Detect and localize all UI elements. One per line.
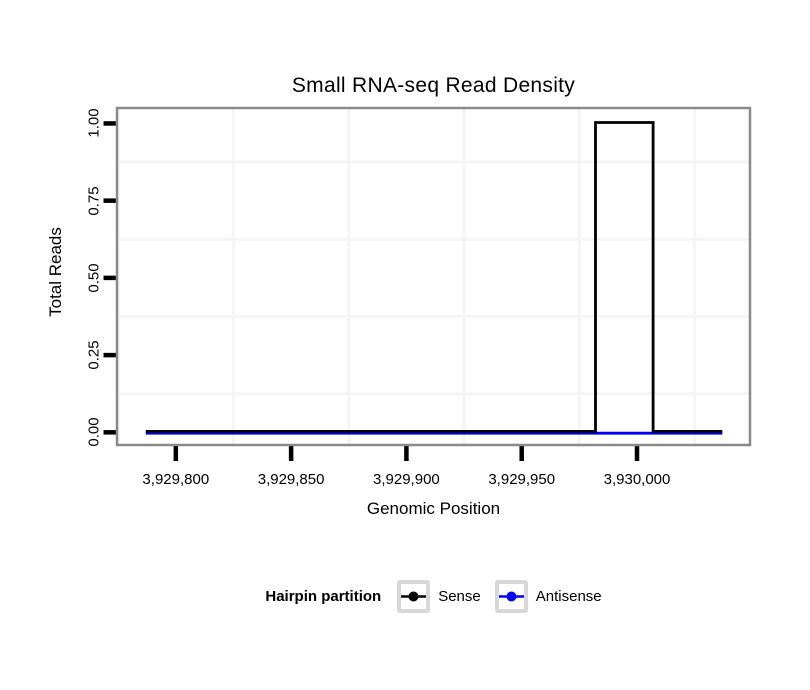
y-tick-label: 0.25 [85, 340, 103, 370]
y-axis-label: Total Reads [46, 227, 65, 317]
x-tick-label: 3,929,850 [257, 471, 325, 488]
x-tick-label: 3,929,900 [373, 471, 440, 488]
legend-item-antisense: Antisense [494, 580, 602, 613]
chart-title: Small RNA-seq Read Density [291, 74, 576, 97]
x-axis-label: Genomic Position [366, 499, 501, 518]
legend: Hairpin partition Sense Antisense [117, 577, 750, 616]
panel-background [117, 108, 750, 445]
y-tick-label: 0.50 [85, 263, 103, 293]
legend-label-sense: Sense [438, 588, 481, 605]
y-tick-label: 0.75 [85, 186, 103, 216]
legend-label-antisense: Antisense [535, 588, 602, 605]
legend-item-sense: Sense [397, 580, 481, 613]
y-tick-label: 0.00 [85, 417, 103, 447]
sense-line-dot-icon [401, 591, 427, 602]
legend-key-sense [397, 580, 431, 613]
x-tick-label: 3,929,800 [142, 471, 210, 488]
panel-border [115, 106, 752, 447]
series-sense [145, 121, 723, 433]
x-tick-label: 3,930,000 [603, 471, 671, 488]
y-tick-label: 1.00 [85, 108, 103, 139]
antisense-line-dot-icon [498, 591, 524, 602]
legend-key-antisense [494, 580, 528, 613]
legend-title: Hairpin partition [265, 588, 382, 605]
x-tick-label: 3,929,950 [488, 471, 556, 488]
